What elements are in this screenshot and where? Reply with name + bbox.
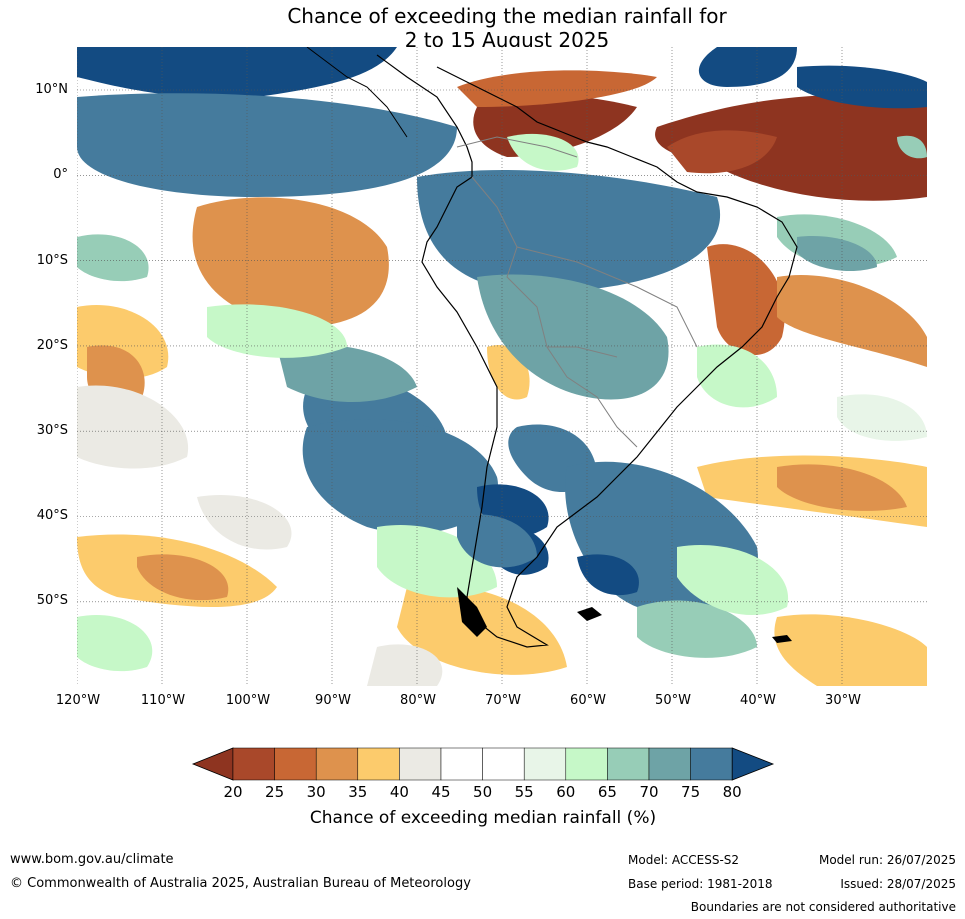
colorbar-bin <box>607 747 650 781</box>
probability-region <box>698 47 797 87</box>
probability-region <box>837 394 927 441</box>
colorbar-bin <box>357 747 400 781</box>
colorbar-high-arrow <box>731 747 775 781</box>
graticule <box>77 47 927 686</box>
lat-label-20s: 20°S <box>36 338 68 353</box>
probability-region <box>777 464 907 511</box>
probability-region <box>77 234 149 282</box>
probability-region <box>417 169 721 293</box>
probability-region <box>637 600 757 658</box>
south-georgia <box>772 635 792 643</box>
colorbar-bin <box>482 747 525 781</box>
probability-region <box>367 644 443 686</box>
lon-label-70w: 70°W <box>485 693 521 708</box>
lat-label-10n: 10°N <box>35 82 68 97</box>
colorbar-bin <box>690 747 733 781</box>
colorbar-bin <box>232 747 275 781</box>
colorbar-tick-label: 25 <box>265 783 285 801</box>
footer-website: www.bom.gov.au/climate <box>10 852 174 867</box>
probability-region <box>302 419 498 534</box>
lat-label-40s: 40°S <box>36 508 68 523</box>
colorbar-tick-label: 60 <box>556 783 576 801</box>
probability-region <box>797 236 877 272</box>
rainfall-map <box>77 47 927 686</box>
colorbar-tick-label: 65 <box>597 783 617 801</box>
colorbar-label: Chance of exceeding median rainfall (%) <box>309 808 657 828</box>
footer-base-period: Base period: 1981-2018 <box>628 877 773 891</box>
colorbar-tick-label: 40 <box>389 783 409 801</box>
probability-region <box>577 554 639 596</box>
lon-label-40w: 40°W <box>740 693 776 708</box>
lat-label-50s: 50°S <box>36 593 68 608</box>
probability-region <box>77 615 153 672</box>
probability-region <box>667 130 777 174</box>
probability-region <box>207 304 347 358</box>
footer-model-run: Model run: 26/07/2025 <box>818 853 956 867</box>
probability-region <box>137 554 229 601</box>
colorbar-bin <box>440 747 483 781</box>
lat-label-10s: 10°S <box>36 253 68 268</box>
colorbar-tick-label: 50 <box>473 783 493 801</box>
probability-region <box>774 614 927 686</box>
probability-region <box>457 70 657 107</box>
lon-label-100w: 100°W <box>225 693 271 708</box>
probability-region <box>507 133 579 171</box>
probability-region <box>477 274 669 400</box>
colorbar-tick-label: 20 <box>223 783 243 801</box>
probability-region <box>77 385 189 469</box>
probability-region <box>707 244 785 356</box>
colorbar-bin <box>274 747 317 781</box>
colorbar-bin <box>648 747 691 781</box>
footer-model: Model: ACCESS-S2 <box>628 853 740 867</box>
colorbar-bin <box>315 747 359 781</box>
colorbar-bin <box>523 747 567 781</box>
colorbar-tick-label: 70 <box>639 783 659 801</box>
probability-region <box>777 275 927 367</box>
map-title: Chance of exceeding the median rainfall … <box>0 4 965 52</box>
lon-label-110w: 110°W <box>140 693 186 708</box>
map-canvas <box>77 47 927 686</box>
probability-region <box>77 47 397 98</box>
lon-label-120w: 120°W <box>55 693 101 708</box>
lon-label-60w: 60°W <box>570 693 606 708</box>
colorbar-tick-label: 80 <box>722 783 742 801</box>
lon-label-50w: 50°W <box>655 693 691 708</box>
colorbar-tick-label: 45 <box>431 783 451 801</box>
title-line-1: Chance of exceeding the median rainfall … <box>287 4 727 28</box>
colorbar-tick-label: 55 <box>514 783 534 801</box>
footer-disclaimer: Boundaries are not considered authoritat… <box>690 900 956 914</box>
probability-region <box>897 135 927 159</box>
probability-region <box>457 514 537 568</box>
lat-label-30s: 30°S <box>36 423 68 438</box>
probability-region <box>277 344 417 402</box>
country-borders <box>456 136 698 448</box>
tierra-del-fuego <box>457 587 487 637</box>
lon-label-90w: 90°W <box>315 693 351 708</box>
falkland-islands <box>577 607 602 621</box>
colorbar-tick-label: 35 <box>348 783 368 801</box>
probability-region <box>655 94 927 201</box>
probability-region <box>192 197 389 327</box>
probability-fields <box>77 47 927 686</box>
colorbar-tick-label: 75 <box>681 783 701 801</box>
footer-issued: Issued: 28/07/2025 <box>840 877 956 891</box>
probability-region <box>77 93 457 197</box>
probability-region <box>677 545 789 616</box>
probability-region <box>797 65 927 109</box>
lon-label-80w: 80°W <box>400 693 436 708</box>
colorbar-legend <box>191 747 775 781</box>
coastline-south-america <box>376 54 798 648</box>
colorbar-bin <box>399 747 442 781</box>
coastlines <box>306 47 798 648</box>
footer-copyright: © Commonwealth of Australia 2025, Austra… <box>10 876 471 891</box>
lat-label-0: 0° <box>53 167 68 182</box>
colorbar-low-arrow <box>191 747 234 781</box>
colorbar-tick-label: 30 <box>306 783 326 801</box>
coastline-central-america <box>306 47 408 138</box>
lon-label-30w: 30°W <box>825 693 861 708</box>
colorbar-bin <box>565 747 608 781</box>
probability-region <box>697 344 777 408</box>
probability-region <box>197 495 292 550</box>
